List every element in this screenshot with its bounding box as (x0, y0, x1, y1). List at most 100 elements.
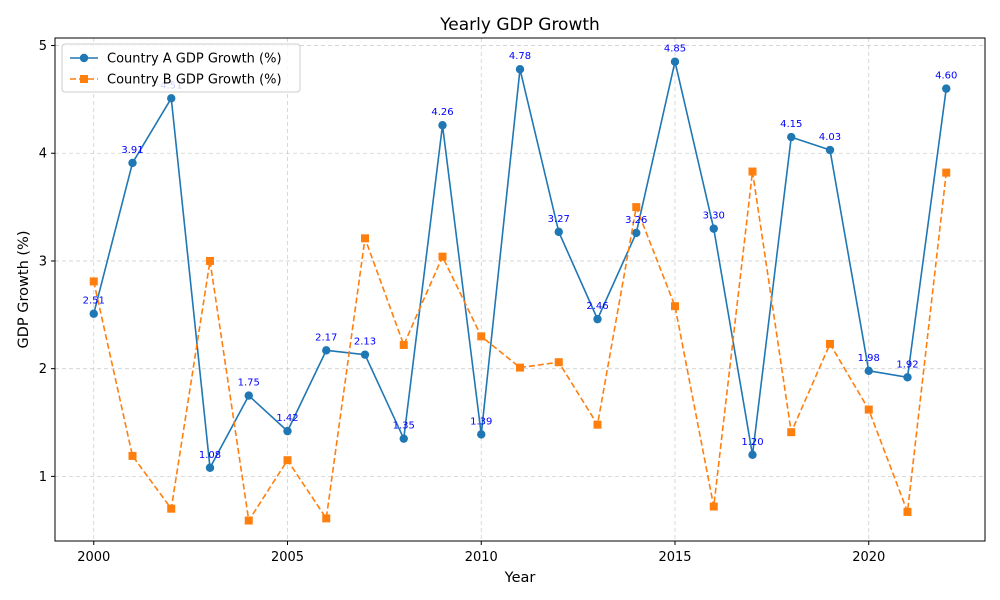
data-point-marker (826, 339, 834, 348)
data-point-marker (515, 65, 525, 74)
y-tick-label: 5 (39, 39, 47, 54)
series-country-b (89, 167, 951, 525)
axis-ticks: 2000 2005 2010 2015 2020 1 2 3 4 5 (39, 39, 886, 565)
data-label: 2.17 (315, 332, 337, 343)
data-point-marker (399, 434, 408, 443)
data-point-marker (516, 363, 524, 372)
data-label: 1.42 (276, 413, 298, 424)
data-point-marker (593, 420, 602, 429)
data-point-marker (89, 277, 98, 286)
data-label: 4.15 (780, 119, 802, 130)
data-point-marker (167, 504, 176, 513)
data-point-marker (554, 227, 563, 237)
data-point-marker (322, 346, 331, 355)
legend: Country A GDP Growth (%) Country B GDP Gr… (61, 43, 301, 93)
y-tick-label: 4 (39, 147, 47, 162)
data-label: 1.75 (238, 378, 260, 389)
legend-label: Country A GDP Growth (%) (107, 52, 282, 67)
data-label: 3.91 (121, 145, 143, 156)
legend-marker (79, 53, 89, 63)
x-tick-label: 2020 (852, 550, 885, 565)
data-point-marker (438, 252, 447, 261)
data-label: 4.03 (819, 132, 841, 143)
data-label: 1.08 (199, 450, 221, 461)
data-label: 1.20 (741, 437, 763, 448)
data-point-marker (671, 302, 679, 311)
data-point-marker (128, 158, 137, 168)
data-point-marker (632, 228, 641, 238)
data-point-marker (903, 373, 912, 382)
data-point-marker (748, 450, 757, 460)
data-point-marker (864, 405, 873, 414)
data-point-marker (632, 203, 641, 212)
data-label: 4.78 (509, 51, 531, 62)
data-point-marker (864, 366, 873, 376)
legend-box (61, 43, 301, 93)
series-line (92, 170, 948, 522)
data-point-marker (283, 426, 292, 436)
data-point-marker (593, 314, 602, 324)
data-point-marker (903, 507, 912, 516)
data-point-marker (477, 332, 486, 341)
data-label: 4.60 (935, 71, 957, 82)
x-tick-label: 2015 (658, 550, 691, 565)
data-point-marker (361, 234, 369, 243)
data-point-marker (89, 309, 98, 318)
data-label: 1.98 (858, 353, 880, 364)
data-point-marker (283, 456, 292, 465)
data-label: 1.35 (393, 421, 415, 432)
data-label: 3.27 (548, 214, 570, 225)
data-point-marker (709, 224, 718, 233)
y-axis-label: GDP Growth (%) (16, 231, 32, 349)
data-point-marker (205, 463, 215, 472)
x-tick-label: 2010 (465, 550, 498, 565)
legend-entries: Country A GDP Growth (%) Country B GDP Gr… (70, 52, 282, 88)
data-point-marker (554, 358, 563, 367)
y-tick-label: 3 (39, 254, 47, 269)
series-country-a (89, 57, 951, 472)
data-label: 4.85 (664, 44, 686, 55)
data-point-marker (244, 516, 253, 525)
data-label: 2.51 (83, 296, 105, 307)
data-point-marker (206, 256, 214, 265)
data-label: 2.13 (354, 337, 376, 348)
data-point-marker (942, 168, 951, 177)
data-point-marker (399, 340, 408, 349)
data-point-marker (438, 121, 447, 130)
x-axis-label: Year (504, 570, 536, 586)
data-point-marker (787, 428, 796, 437)
data-point-marker (167, 94, 176, 103)
data-label: 2.46 (586, 301, 608, 312)
data-point-marker (748, 167, 757, 176)
data-label: 4.26 (431, 107, 453, 118)
data-point-marker (787, 132, 796, 142)
chart-title: Yearly GDP Growth (439, 15, 600, 35)
series-line (92, 60, 948, 469)
legend-entry: Country B GDP Growth (%) (70, 73, 282, 88)
data-point-marker (942, 84, 951, 93)
data-label: 3.30 (703, 211, 725, 222)
data-label: 1.39 (470, 416, 492, 427)
legend-marker (80, 75, 88, 83)
x-tick-label: 2005 (271, 550, 304, 565)
series-layer (89, 57, 951, 525)
data-label: 1.92 (896, 359, 918, 370)
grid (55, 38, 985, 541)
data-point-marker (709, 502, 718, 511)
data-point-marker (477, 430, 486, 439)
data-point-marker (322, 514, 331, 523)
legend-entry: Country A GDP Growth (%) (70, 52, 282, 67)
y-tick-label: 2 (39, 362, 47, 377)
data-label: 3.26 (625, 215, 647, 226)
data-point-marker (670, 57, 680, 66)
legend-label: Country B GDP Growth (%) (107, 73, 282, 88)
data-labels: 2.513.914.511.081.751.422.172.131.354.26… (83, 44, 958, 461)
data-point-marker (825, 145, 835, 155)
x-tick-label: 2000 (77, 550, 110, 565)
data-point-marker (360, 350, 370, 359)
y-tick-label: 1 (39, 470, 47, 485)
plot-frame (54, 37, 986, 542)
data-point-marker (128, 451, 137, 460)
